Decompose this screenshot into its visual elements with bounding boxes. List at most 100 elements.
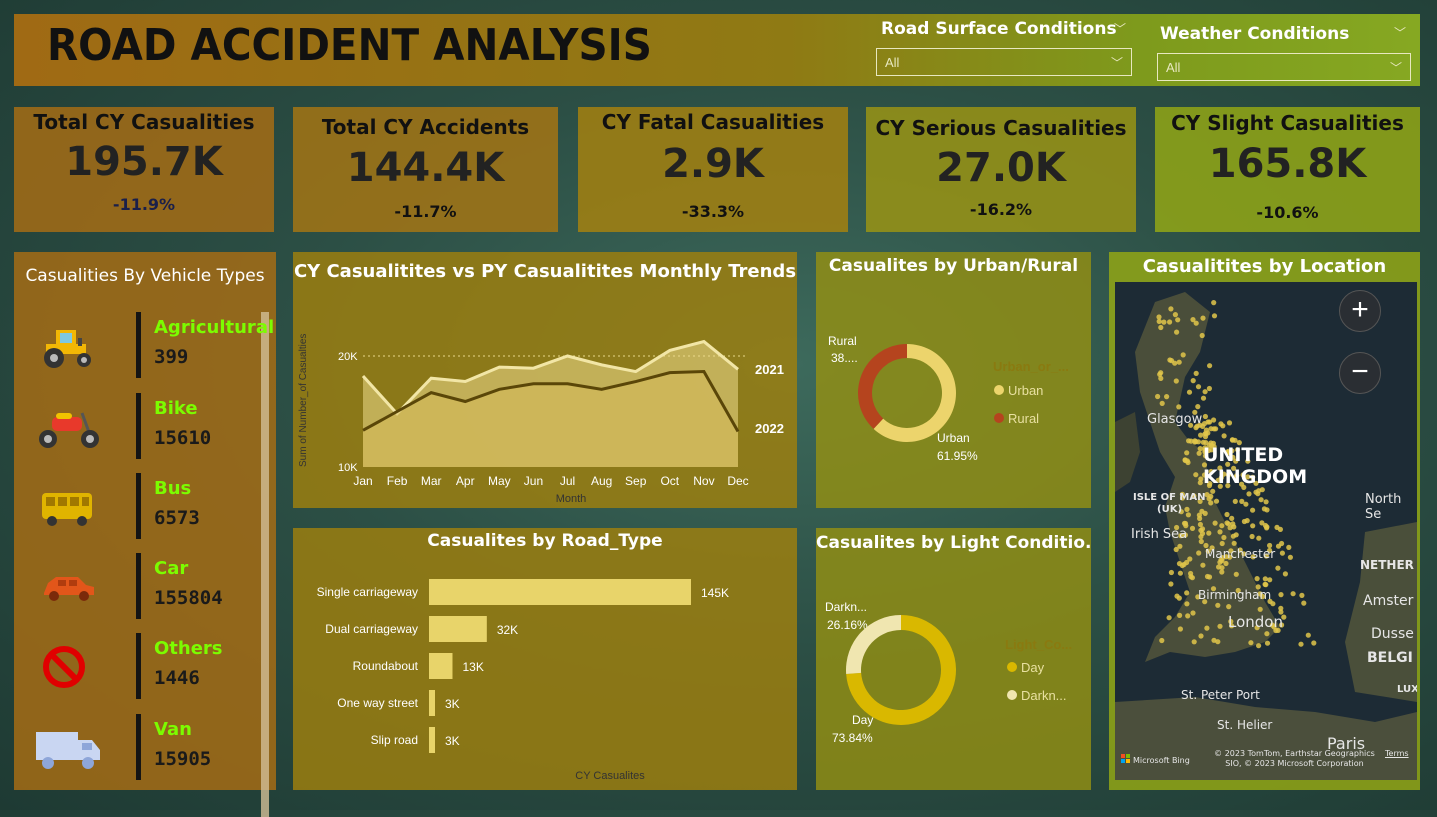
location-dot — [1202, 389, 1208, 395]
location-dot — [1245, 458, 1251, 464]
location-dot — [1264, 640, 1271, 646]
kpi-title: Total CY Accidents — [321, 115, 530, 139]
location-dot — [1230, 533, 1236, 539]
weather-slicer-label: Weather Conditions — [1160, 24, 1350, 44]
location-dot — [1259, 520, 1265, 526]
slice-urban[interactable] — [873, 344, 956, 442]
vehicle-value: 15610 — [154, 427, 212, 449]
location-dot — [1229, 437, 1235, 443]
kpi-change: -16.2% — [969, 200, 1033, 219]
zoom-in-button[interactable]: + — [1339, 290, 1381, 332]
location-dot — [1195, 594, 1201, 600]
series-line-2022 — [362, 370, 740, 433]
location-dot — [1255, 491, 1261, 497]
location-dot — [1311, 640, 1317, 646]
location-dot — [1197, 498, 1203, 504]
legend-item[interactable]: Darkn... — [1021, 688, 1067, 703]
location-dot — [1282, 571, 1288, 577]
series-label-2021: 2021 — [755, 362, 784, 377]
kpi-fatal-casualties: CY Fatal Casualities 2.9K -33.3% — [578, 107, 848, 232]
kpi-value: 165.8K — [1208, 141, 1367, 187]
x-tick-label: Sep — [625, 474, 647, 488]
location-dot — [1179, 495, 1186, 501]
road-surface-value: All — [885, 55, 900, 70]
location-dot — [1198, 633, 1204, 639]
location-dot — [1211, 426, 1217, 432]
list-item: Van 15905 — [14, 714, 276, 784]
location-dot — [1221, 471, 1227, 477]
location-dot — [1221, 534, 1227, 541]
location-dot — [1200, 395, 1207, 401]
location-dot — [1225, 461, 1231, 467]
map-label: Dusse — [1371, 626, 1414, 642]
road-surface-slicer-label: Road Surface Conditions — [881, 19, 1117, 39]
x-axis-label: CY Casualites — [575, 770, 645, 782]
kpi-value: 2.9K — [662, 141, 764, 187]
location-dot — [1156, 314, 1162, 320]
location-dot — [1228, 548, 1234, 554]
legend-item[interactable]: Rural — [1008, 411, 1039, 426]
urban-rural-donut: Rural 38.... Urban 61.95% Urban_or_... U… — [828, 334, 1069, 463]
location-dot — [1192, 409, 1198, 415]
location-dot — [1281, 614, 1287, 620]
chevron-down-icon[interactable]: ﹀ — [1394, 26, 1407, 40]
x-tick-label: Jan — [353, 474, 372, 488]
location-dot — [1199, 332, 1205, 339]
divider — [136, 312, 141, 378]
location-dot — [1177, 543, 1183, 549]
location-map[interactable]: + − Glasgow UNITED KINGDOM ISLE OF MAN (… — [1115, 282, 1417, 780]
location-dot — [1199, 508, 1205, 514]
light-conditions-panel: Casualites by Light Conditio... Darkn...… — [816, 528, 1091, 790]
list-item: Car 155804 — [14, 553, 276, 623]
zoom-out-button[interactable]: − — [1339, 352, 1381, 394]
terms-link[interactable]: Terms — [1385, 749, 1409, 758]
x-tick-label: Aug — [591, 474, 612, 488]
bar[interactable] — [429, 579, 691, 605]
tractor-icon — [44, 330, 91, 368]
location-dot — [1209, 545, 1215, 551]
bar[interactable] — [429, 653, 453, 679]
location-dot — [1219, 540, 1225, 547]
legend-item[interactable]: Urban — [1008, 383, 1043, 398]
map-label: (UK) — [1157, 504, 1183, 515]
divider — [136, 714, 141, 780]
legend-swatch — [1007, 662, 1017, 672]
location-dot — [1234, 447, 1241, 453]
location-dot — [1184, 590, 1190, 596]
location-dot — [1182, 457, 1188, 463]
location-dot — [1277, 526, 1283, 532]
location-dot — [1220, 423, 1226, 429]
bar[interactable] — [429, 690, 435, 716]
location-dot — [1205, 419, 1211, 425]
map-label: ISLE OF MAN — [1133, 492, 1206, 503]
location-dot — [1176, 561, 1183, 567]
vehicle-name: Van — [154, 719, 192, 740]
location-dot — [1185, 512, 1191, 518]
bar[interactable] — [429, 616, 487, 642]
location-dot — [1275, 627, 1281, 633]
location-dot — [1201, 472, 1208, 478]
slice-darkn[interactable] — [846, 615, 901, 675]
location-dot — [1177, 626, 1183, 632]
scrollbar[interactable] — [261, 312, 269, 817]
kpi-change: -33.3% — [681, 202, 745, 221]
location-dot — [1245, 474, 1251, 480]
location-dot — [1278, 605, 1284, 611]
chevron-down-icon[interactable]: ﹀ — [1114, 22, 1127, 36]
location-dot — [1173, 378, 1179, 384]
location-dot — [1267, 547, 1273, 554]
weather-dropdown[interactable]: All ﹀ — [1157, 53, 1411, 81]
location-dot — [1168, 569, 1174, 576]
location-dot — [1155, 393, 1161, 400]
location-dot — [1195, 384, 1202, 390]
road-surface-dropdown[interactable]: All ﹀ — [876, 48, 1132, 76]
bar[interactable] — [429, 727, 435, 753]
van-icon — [36, 732, 100, 769]
data-label: 32K — [497, 623, 518, 637]
slice-rural[interactable] — [858, 344, 907, 429]
map-label: St. Helier — [1217, 718, 1273, 732]
location-dot — [1176, 404, 1182, 410]
location-dot — [1235, 587, 1241, 594]
legend-item[interactable]: Day — [1021, 660, 1045, 675]
legend-title: Light_Co... — [1005, 637, 1072, 652]
